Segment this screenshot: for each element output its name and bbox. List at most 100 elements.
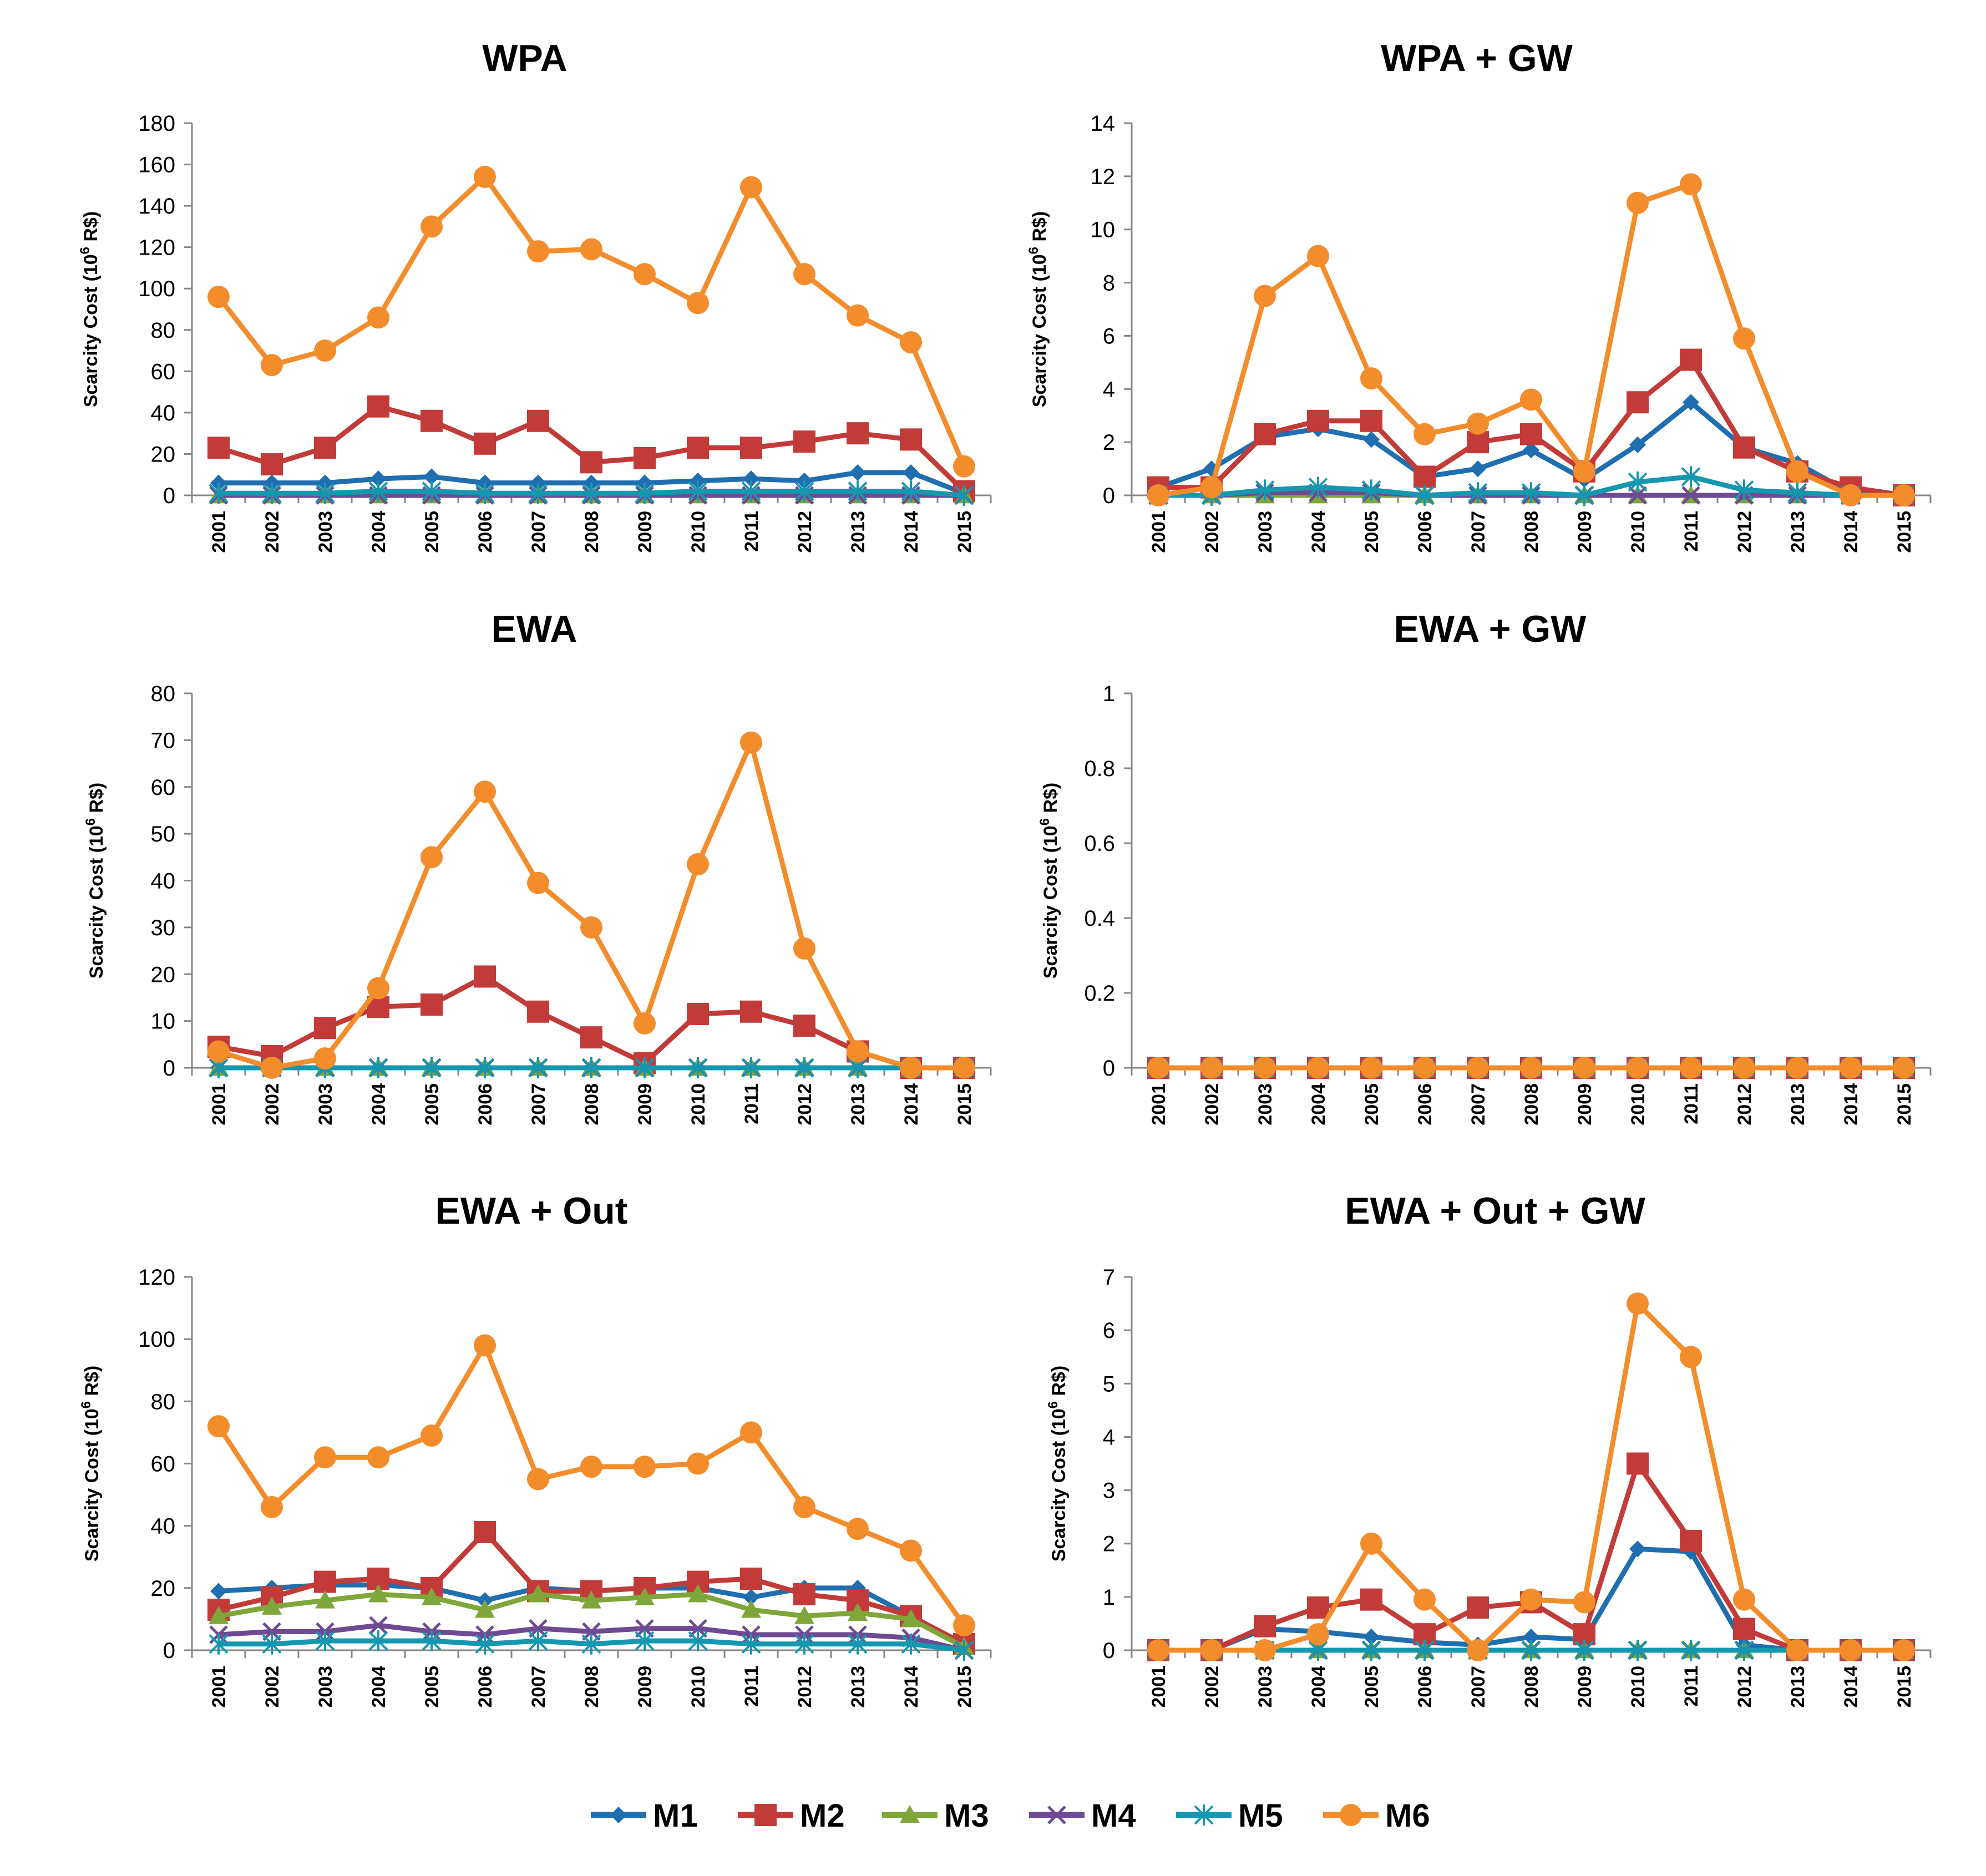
y-axis-label: Scarcity Cost (106 R$): [83, 783, 107, 979]
y-tick-label: 30: [151, 916, 176, 940]
y-tick-label: 120: [138, 1265, 175, 1290]
data-point: [1254, 1057, 1276, 1079]
data-point: [1840, 484, 1862, 506]
data-point: [527, 240, 549, 263]
data-point: [1147, 484, 1169, 506]
x-tick-label: 2010: [1628, 1083, 1649, 1125]
data-point: [688, 1057, 708, 1078]
legend-swatch-marker: [900, 1805, 920, 1823]
data-point: [1254, 285, 1276, 307]
data-point: [1467, 1639, 1489, 1661]
data-point: [1628, 1640, 1648, 1661]
data-point: [1307, 409, 1329, 432]
series-m6: [207, 731, 975, 1079]
data-point: [848, 480, 868, 502]
data-point: [847, 1040, 869, 1063]
series-m6: [1147, 173, 1915, 506]
data-point: [420, 846, 443, 869]
data-point: [367, 1446, 389, 1469]
data-point: [420, 1424, 443, 1447]
y-tick-label: 1: [1103, 682, 1115, 706]
x-tick-label: 2014: [1841, 511, 1862, 553]
data-point: [207, 1415, 230, 1438]
data-point: [1520, 1057, 1542, 1079]
data-point: [687, 292, 709, 315]
y-tick-label: 0: [1103, 1056, 1115, 1081]
y-tick-label: 4: [1103, 377, 1115, 402]
data-point: [634, 1456, 656, 1478]
x-tick-label: 2001: [1148, 511, 1169, 553]
series-m5: [209, 1630, 974, 1661]
y-tick-label: 8: [1103, 271, 1115, 296]
x-tick-label: 2012: [794, 1666, 815, 1708]
y-tick-label: 140: [138, 194, 175, 219]
data-point: [261, 354, 283, 377]
y-axis-label-main: Scarcity Cost (10: [80, 254, 102, 407]
x-tick-label: 2003: [315, 1083, 336, 1125]
x-tick-label: 2004: [368, 1083, 389, 1125]
data-point: [1523, 1628, 1539, 1645]
x-tick-label: 2002: [1202, 511, 1223, 553]
x-tick-label: 2003: [1255, 1666, 1276, 1708]
x-tick-label: 2003: [1255, 511, 1276, 553]
y-tick-label: 60: [151, 359, 176, 384]
y-tick-label: 20: [151, 1576, 176, 1601]
data-point: [420, 409, 443, 432]
x-tick-label: 2014: [901, 511, 922, 553]
data-point: [528, 1057, 548, 1078]
x-tick-label: 2001: [1148, 1666, 1169, 1708]
x-tick-label: 2015: [1894, 1666, 1915, 1708]
data-point: [315, 1630, 335, 1652]
data-point: [262, 1596, 282, 1615]
x-tick-label: 2006: [475, 1666, 496, 1708]
data-point: [527, 1000, 549, 1023]
data-point: [687, 1452, 709, 1475]
data-point: [207, 437, 230, 459]
x-tick-label: 2010: [1628, 511, 1649, 553]
data-point: [740, 437, 762, 459]
y-tick-label: 100: [138, 277, 175, 301]
y-axis-label: Scarcity Cost (106 R$): [1026, 211, 1050, 408]
data-point: [1200, 476, 1223, 499]
data-point: [474, 1520, 496, 1543]
y-axis-label-superscript: 6: [1026, 247, 1041, 254]
data-point: [1893, 1639, 1915, 1661]
data-point: [1521, 1640, 1541, 1661]
data-point: [420, 993, 443, 1016]
data-point: [1361, 479, 1381, 501]
y-tick-label: 20: [151, 442, 176, 467]
x-tick-label: 2012: [1734, 1666, 1755, 1708]
data-point: [474, 965, 496, 988]
data-point: [1733, 327, 1755, 350]
legend-label: M3: [944, 1798, 989, 1834]
y-tick-label: 0: [163, 484, 175, 508]
data-point: [1521, 482, 1541, 504]
data-point: [1308, 476, 1328, 498]
y-tick-label: 40: [151, 401, 176, 425]
x-tick-label: 2015: [954, 511, 975, 553]
x-tick-label: 2001: [209, 511, 230, 553]
data-point: [793, 1496, 815, 1519]
y-tick-label: 3: [1103, 1479, 1115, 1503]
x-tick-label: 2010: [688, 1666, 709, 1708]
data-point: [209, 1606, 229, 1624]
data-point: [1147, 1057, 1169, 1079]
data-point: [262, 1633, 282, 1655]
data-point: [475, 1633, 495, 1655]
y-axis-label: Scarcity Cost (106 R$): [1046, 1366, 1070, 1562]
data-point: [527, 409, 549, 432]
data-point: [847, 304, 869, 327]
data-point: [315, 1590, 335, 1609]
data-point: [1467, 1057, 1489, 1079]
series-m5: [209, 480, 974, 506]
x-tick-label: 2008: [581, 1083, 602, 1125]
data-point: [741, 1057, 761, 1078]
data-point: [740, 176, 762, 199]
data-point: [794, 480, 814, 502]
data-point: [1415, 1640, 1435, 1661]
data-point: [1734, 479, 1754, 501]
data-point: [1200, 1057, 1223, 1079]
legend-swatch-marker: [1194, 1804, 1214, 1826]
data-point: [581, 1633, 601, 1655]
